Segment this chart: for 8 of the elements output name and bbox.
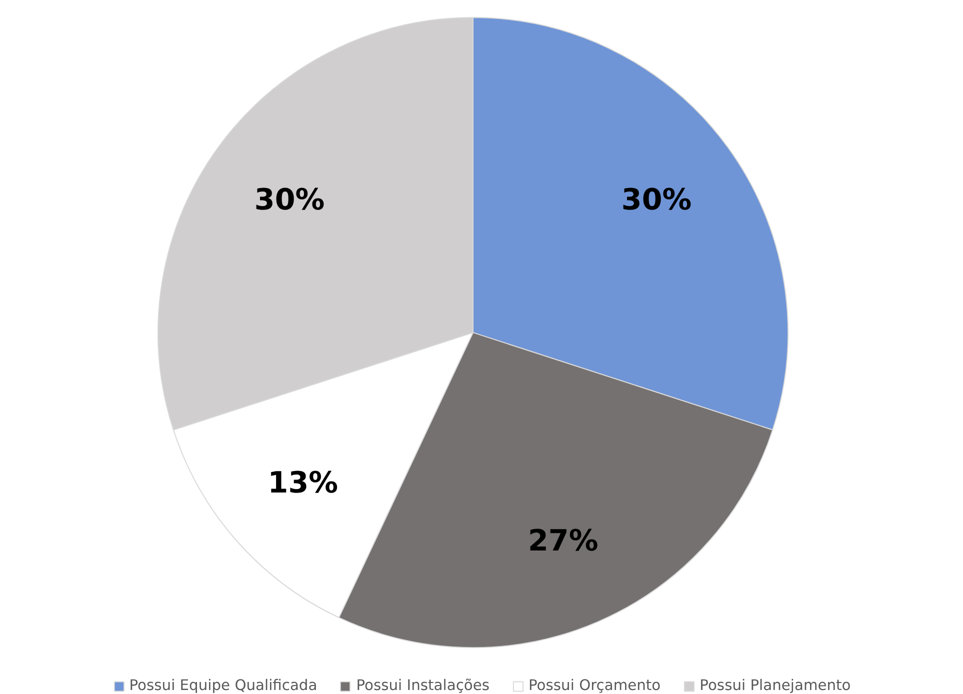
legend-label: Possui Orçamento: [528, 677, 661, 694]
legend-label: Possui Planejamento: [700, 677, 851, 694]
data-label: 30%: [254, 182, 325, 216]
legend-label: Possui Instalações: [356, 677, 490, 694]
data-label: 30%: [621, 182, 692, 216]
data-label: 27%: [528, 524, 598, 558]
data-label: 13%: [268, 465, 338, 500]
legend-label: Possui Equipe Qualificada: [129, 677, 318, 694]
